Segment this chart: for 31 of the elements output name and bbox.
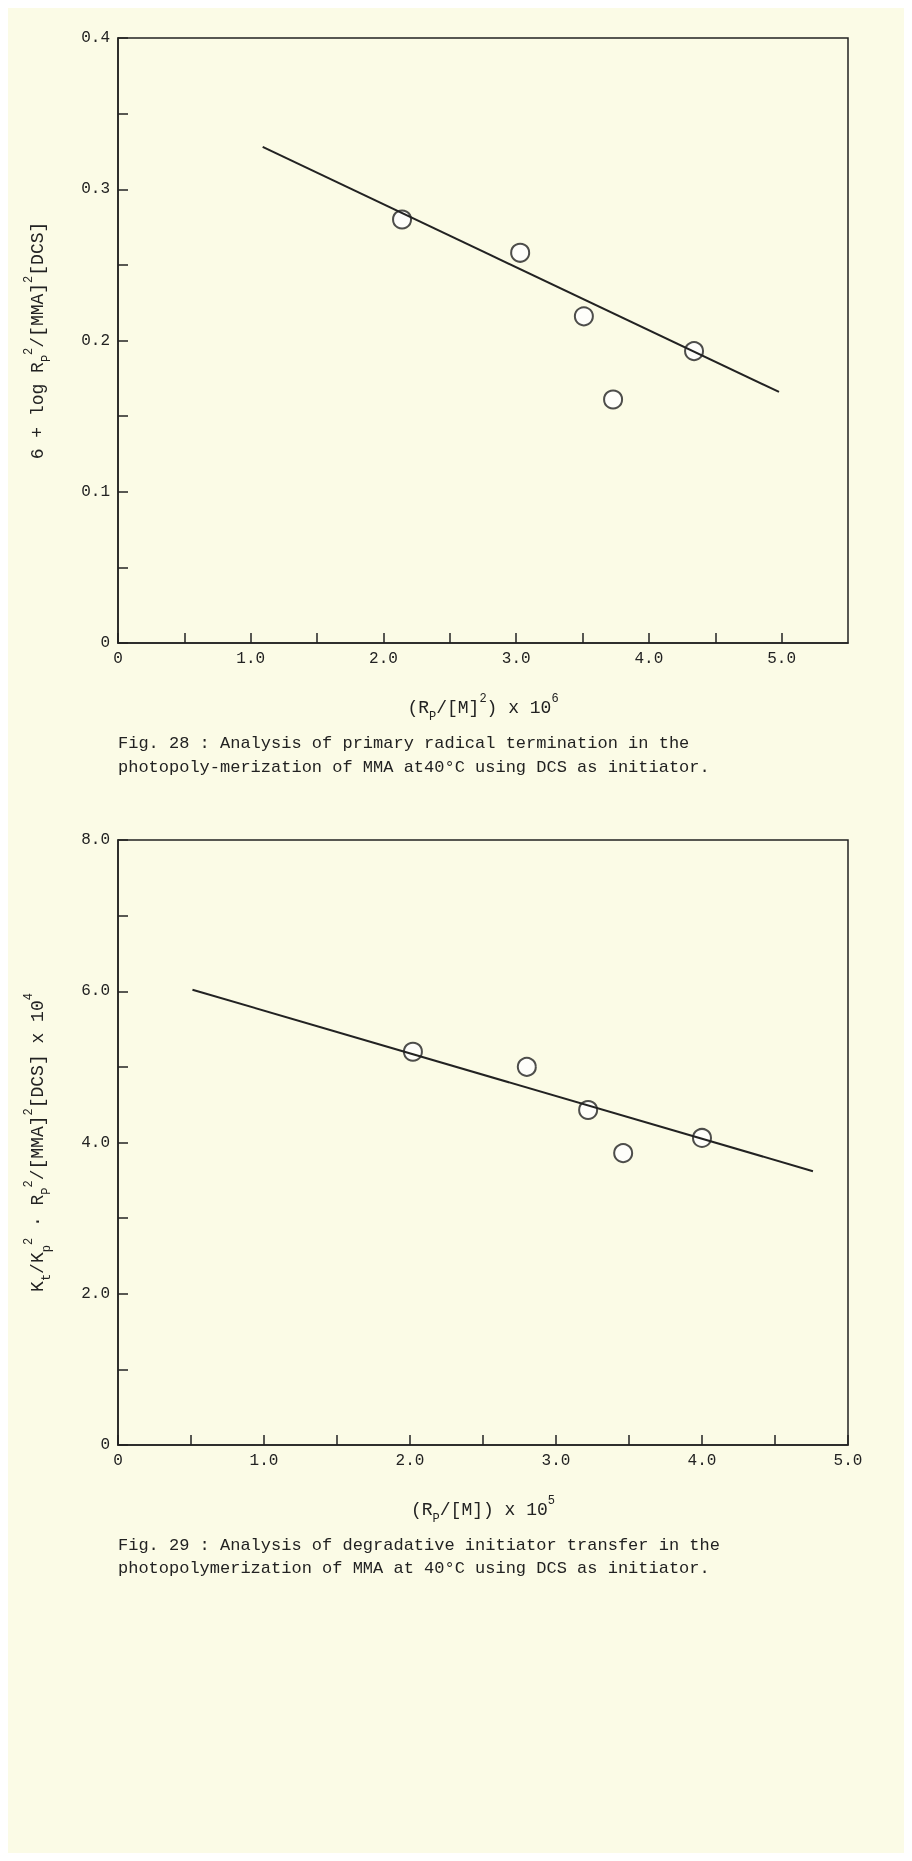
y-tick-label: 0 [100,1435,110,1454]
point [510,242,531,263]
caption: Fig. 28 : Analysis of primary radical termination in the photopoly-merization of MMA at40°C using DCS as initiator. [117,733,711,779]
y-tick-label: 2.0 [81,1284,110,1303]
text: Kt/Kp2 · RP2/[MMA]2[DCS] x 104 [22,992,54,1292]
x-tick-label: 0 [113,650,123,668]
y-tick-label: 0.4 [81,29,110,47]
point [603,389,624,410]
y-tick-label: 0.3 [81,180,110,199]
x-tick-label: 3.0 [541,1451,571,1470]
x-tick-label: 2.0 [369,650,398,668]
x-tick-label: 5.0 [833,1451,863,1470]
x-tick-label: 0 [113,1451,123,1470]
point [613,1142,634,1163]
x-tick-label: 4.0 [687,1451,717,1470]
point [573,306,594,327]
x-tick-label: 2.0 [395,1451,425,1470]
x-tick-label: 1.0 [249,1451,279,1470]
x-tick-label: 1.0 [236,650,266,668]
x-tick-label: 4.0 [634,650,664,668]
y-tick-label: 0.2 [81,331,110,350]
y-axis-title: 6 + log RP2/[MMA]2[DCS] [22,221,54,460]
x-tick-label: 3.0 [501,650,531,668]
y-tick-label: 8.0 [81,830,110,849]
y-tick-label: 6.0 [81,981,110,1000]
y-tick-label: 0.1 [81,482,110,501]
point [516,1056,537,1077]
y-tick-label: 0 [100,634,110,652]
x-tick-label: 5.0 [767,650,797,668]
caption: Fig. 29 : Analysis of degradative initiator transfer in the photopolymerization of MMA at 40°C using DCS as initiator. [117,1534,721,1581]
y-tick-label: 4.0 [81,1133,110,1152]
